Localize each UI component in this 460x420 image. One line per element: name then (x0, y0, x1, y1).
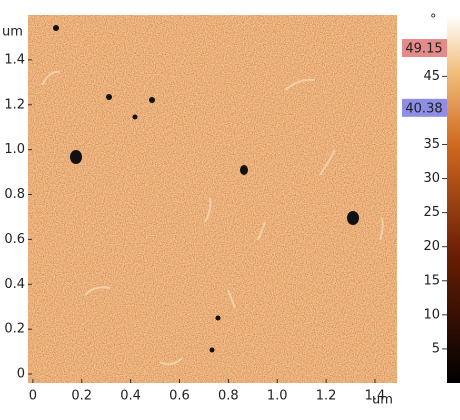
y-tick-label: 1.4 (4, 52, 25, 67)
x-tick-label: 0.6 (169, 389, 190, 404)
colorbar-tick-label: 35 (423, 137, 440, 152)
colorbar-tick-label: 25 (423, 205, 440, 220)
colorbar (447, 15, 460, 383)
scan-features (53, 25, 359, 353)
y-tick-label: 0.8 (4, 187, 25, 202)
x-tick-label: 1.0 (267, 389, 288, 404)
x-tick-label: 0.4 (120, 389, 141, 404)
colorbar-marker-label: 49.15 (405, 42, 442, 57)
x-unit: um (372, 393, 393, 408)
scan-ridges (41, 70, 384, 366)
x-tick-label: 0 (29, 389, 37, 404)
colorbar-tick-label: 30 (423, 171, 440, 186)
colorbar-marker (402, 98, 447, 117)
colorbar-marker-label: 40.38 (405, 101, 442, 116)
y-tick-label: 0.6 (4, 232, 25, 247)
y-tick-label: 1.2 (4, 97, 25, 112)
y-unit: um (2, 25, 23, 40)
colorbar-tick-label: 15 (423, 273, 440, 288)
colorbar-marker (402, 39, 447, 58)
x-tick-label: 1.4 (365, 389, 386, 404)
y-tick-label: 0.2 (4, 322, 25, 337)
y-tick-label: 0 (17, 367, 25, 382)
y-tick-label: 0.4 (4, 277, 25, 292)
scan-texture (28, 15, 397, 383)
colorbar-unit: ° (430, 13, 437, 28)
colorbar-tick-label: 20 (423, 239, 440, 254)
x-tick-label: 0.8 (218, 389, 239, 404)
colorbar-tick-label: 10 (423, 307, 440, 322)
x-tick-label: 1.2 (316, 389, 337, 404)
y-tick-label: 1.0 (4, 142, 25, 157)
colorbar-tick-label: 5 (432, 341, 440, 356)
colorbar-tick-label: 45 (423, 69, 440, 84)
x-tick-label: 0.2 (71, 389, 92, 404)
